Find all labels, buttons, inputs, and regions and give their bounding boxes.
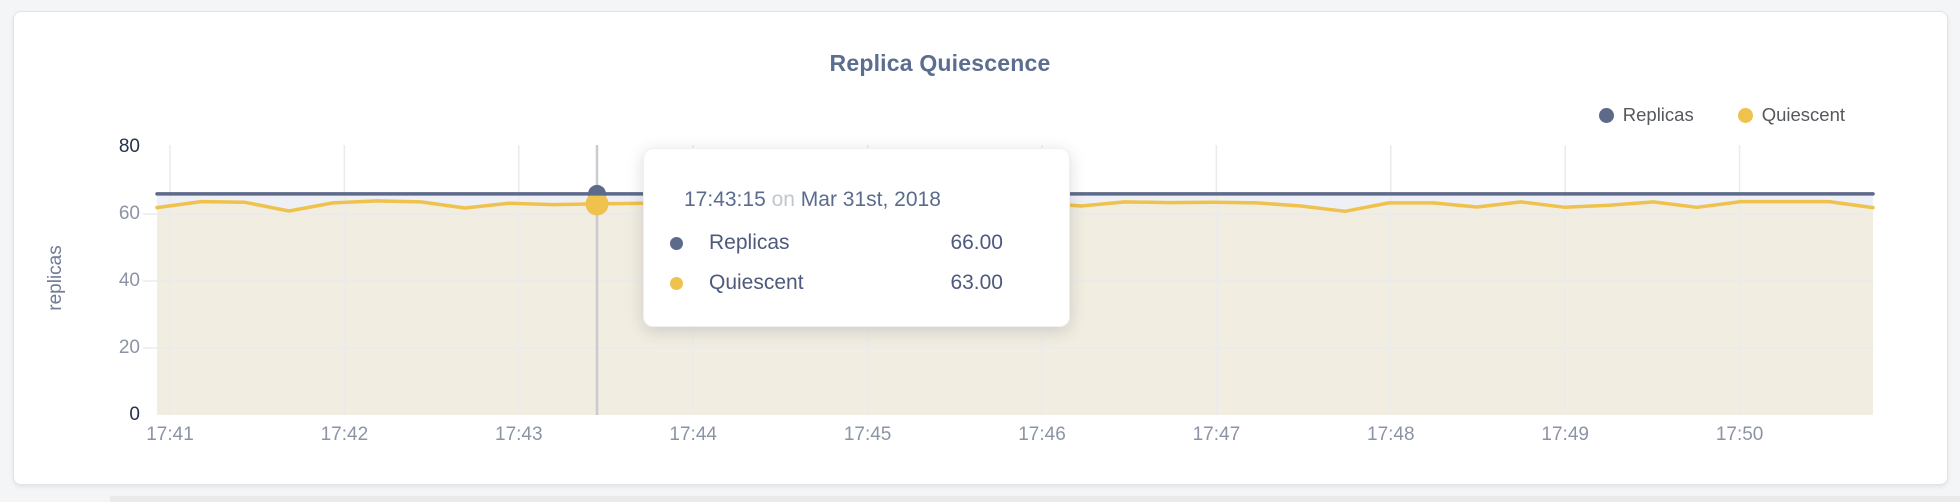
y-tick-label: 40 [118,270,140,291]
tooltip-series-label: Replicas [709,231,790,254]
tooltip-date: Mar 31st, 2018 [800,188,941,211]
x-tick-label: 17:46 [1018,424,1066,445]
x-tick-label: 17:43 [495,424,543,445]
y-tick-label: 60 [118,203,140,224]
legend-item-quiescent[interactable]: Quiescent [1737,104,1845,126]
x-tick-label: 17:42 [320,424,369,445]
y-tick-label: 20 [118,337,140,358]
y-tick-label: 80 [118,136,140,157]
tooltip-timestamp: 17:43:15 on Mar 31st, 2018 [684,187,1029,213]
tooltip-time: 17:43:15 [684,188,766,211]
y-tick-label: 0 [129,404,140,425]
legend-label: Replicas [1622,104,1694,125]
x-tick-label: 17:48 [1367,424,1415,445]
x-tick-label: 17:50 [1715,424,1764,445]
replicas-series-dot-icon [670,236,683,250]
quiescent-series-dot-icon [1737,107,1753,123]
tooltip-series-value: 63.00 [950,271,1003,294]
next-panel-edge [110,496,1960,502]
x-tick-label: 17:41 [146,424,194,445]
legend-label: Quiescent [1761,104,1845,125]
tooltip-series-label: Quiescent [709,271,804,294]
tooltip-series-value: 66.00 [950,231,1003,254]
chart-title: Replica Quiescence [829,50,1051,76]
x-tick-label: 17:45 [843,424,892,445]
tooltip-conjunction: on [771,188,795,211]
x-tick-label: 17:47 [1192,424,1241,445]
chart-tooltip: 17:43:15 on Mar 31st, 2018 Replicas 66.0… [643,148,1070,327]
x-tick-label: 17:44 [669,424,717,445]
replicas-series-dot-icon [1598,107,1614,123]
tooltip-row-replicas: Replicas 66.00 [644,223,1069,263]
x-tick-label: 17:49 [1541,424,1589,445]
legend-item-replicas[interactable]: Replicas [1598,104,1694,126]
quiescent-series-dot-icon [670,276,683,290]
chart-legend: Replicas Quiescent [1598,104,1845,126]
tooltip-row-quiescent: Quiescent 63.00 [644,263,1069,303]
